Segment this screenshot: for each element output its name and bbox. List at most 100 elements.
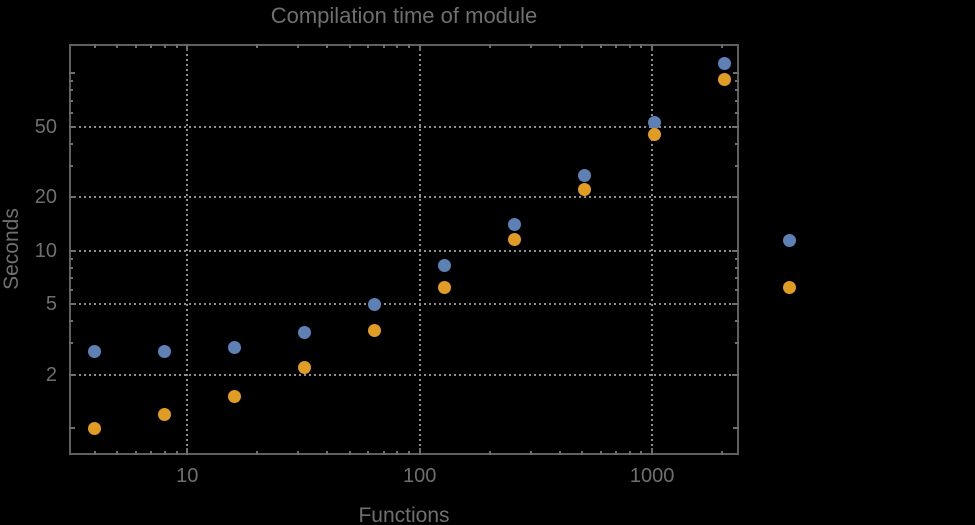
x-tick: [651, 44, 654, 51]
y-tick: [69, 142, 73, 145]
y-axis-label: Seconds: [0, 208, 23, 290]
x-axis-label: Functions: [358, 504, 450, 525]
x-tick: [581, 44, 584, 48]
x-tick: [640, 451, 643, 455]
legend-marker-blue: [783, 234, 796, 247]
x-tick: [721, 451, 724, 455]
y-tick-label: 2: [45, 363, 57, 386]
x-tick: [558, 451, 561, 455]
x-tick: [367, 451, 370, 455]
x-tick-label: 10: [176, 465, 199, 487]
orange-series-point: [578, 183, 592, 197]
x-tick: [599, 44, 602, 48]
blue-series-point: [228, 340, 242, 354]
x-tick: [175, 44, 178, 48]
y-tick: [732, 249, 739, 252]
y-tick-label: 5: [45, 293, 57, 316]
blue-series-point: [717, 57, 731, 71]
x-tick: [558, 44, 561, 48]
x-tick: [488, 451, 491, 455]
y-tick: [69, 125, 76, 128]
y-tick: [69, 72, 75, 75]
x-tick: [418, 448, 421, 455]
y-tick: [735, 80, 739, 83]
y-tick: [69, 342, 73, 345]
y-tick: [735, 277, 739, 280]
orange-series-point: [228, 390, 242, 404]
x-tick: [186, 448, 189, 455]
orange-series-point: [298, 360, 312, 374]
x-tick: [134, 44, 137, 48]
x-tick: [163, 451, 166, 455]
y-tick: [735, 89, 739, 92]
y-tick: [69, 249, 76, 252]
x-tick: [256, 44, 259, 48]
x-tick: [721, 44, 724, 48]
x-tick: [116, 451, 119, 455]
y-tick: [735, 164, 739, 167]
y-tick-label: 20: [34, 186, 57, 209]
blue-series-point: [158, 345, 172, 359]
x-tick: [529, 451, 532, 455]
x-tick: [599, 451, 602, 455]
y-tick: [69, 111, 73, 114]
orange-series-point: [508, 232, 522, 246]
y-tick: [735, 342, 739, 345]
x-tick: [382, 44, 385, 48]
y-tick: [69, 277, 73, 280]
x-tick-label: 1000: [629, 465, 675, 487]
blue-series-point: [508, 218, 522, 232]
x-tick: [326, 451, 329, 455]
y-gridline: [69, 125, 739, 128]
y-tick: [735, 142, 739, 145]
x-tick: [348, 451, 351, 455]
orange-series-point: [158, 407, 172, 421]
y-tick: [69, 288, 73, 291]
blue-series-point: [578, 169, 592, 183]
x-tick: [163, 44, 166, 48]
y-tick: [69, 266, 73, 269]
x-tick: [615, 44, 618, 48]
blue-series-point: [648, 115, 661, 129]
x-tick: [488, 44, 491, 48]
x-tick: [396, 44, 399, 48]
x-tick: [382, 451, 385, 455]
x-tick: [581, 451, 584, 455]
y-tick: [732, 125, 739, 128]
x-tick: [93, 451, 96, 455]
x-gridline: [651, 44, 654, 455]
chart-title: Compilation time of module: [270, 3, 538, 28]
x-tick: [348, 44, 351, 48]
y-tick: [69, 303, 76, 306]
y-tick: [69, 320, 73, 323]
y-tick: [69, 196, 76, 199]
blue-series-point: [438, 259, 452, 273]
orange-series-point: [648, 128, 661, 142]
plot-area: [69, 44, 739, 455]
x-tick: [93, 44, 96, 48]
y-tick: [732, 196, 739, 199]
y-tick: [69, 80, 73, 83]
y-tick: [735, 320, 739, 323]
y-tick: [735, 111, 739, 114]
y-gridline: [69, 373, 739, 376]
y-tick-label: 10: [34, 239, 57, 262]
x-tick: [408, 451, 411, 455]
x-tick: [628, 451, 631, 455]
y-tick: [735, 99, 739, 102]
y-tick: [735, 266, 739, 269]
y-gridline: [69, 303, 739, 306]
y-tick: [733, 72, 739, 75]
blue-series-point: [368, 298, 382, 312]
x-tick: [651, 448, 654, 455]
x-tick: [408, 44, 411, 48]
y-tick: [69, 99, 73, 102]
y-tick: [733, 427, 739, 430]
y-tick: [69, 373, 76, 376]
orange-series-point: [368, 323, 382, 337]
x-tick: [256, 451, 259, 455]
y-tick: [735, 257, 739, 260]
blue-series-point: [88, 345, 102, 359]
y-tick: [69, 89, 73, 92]
